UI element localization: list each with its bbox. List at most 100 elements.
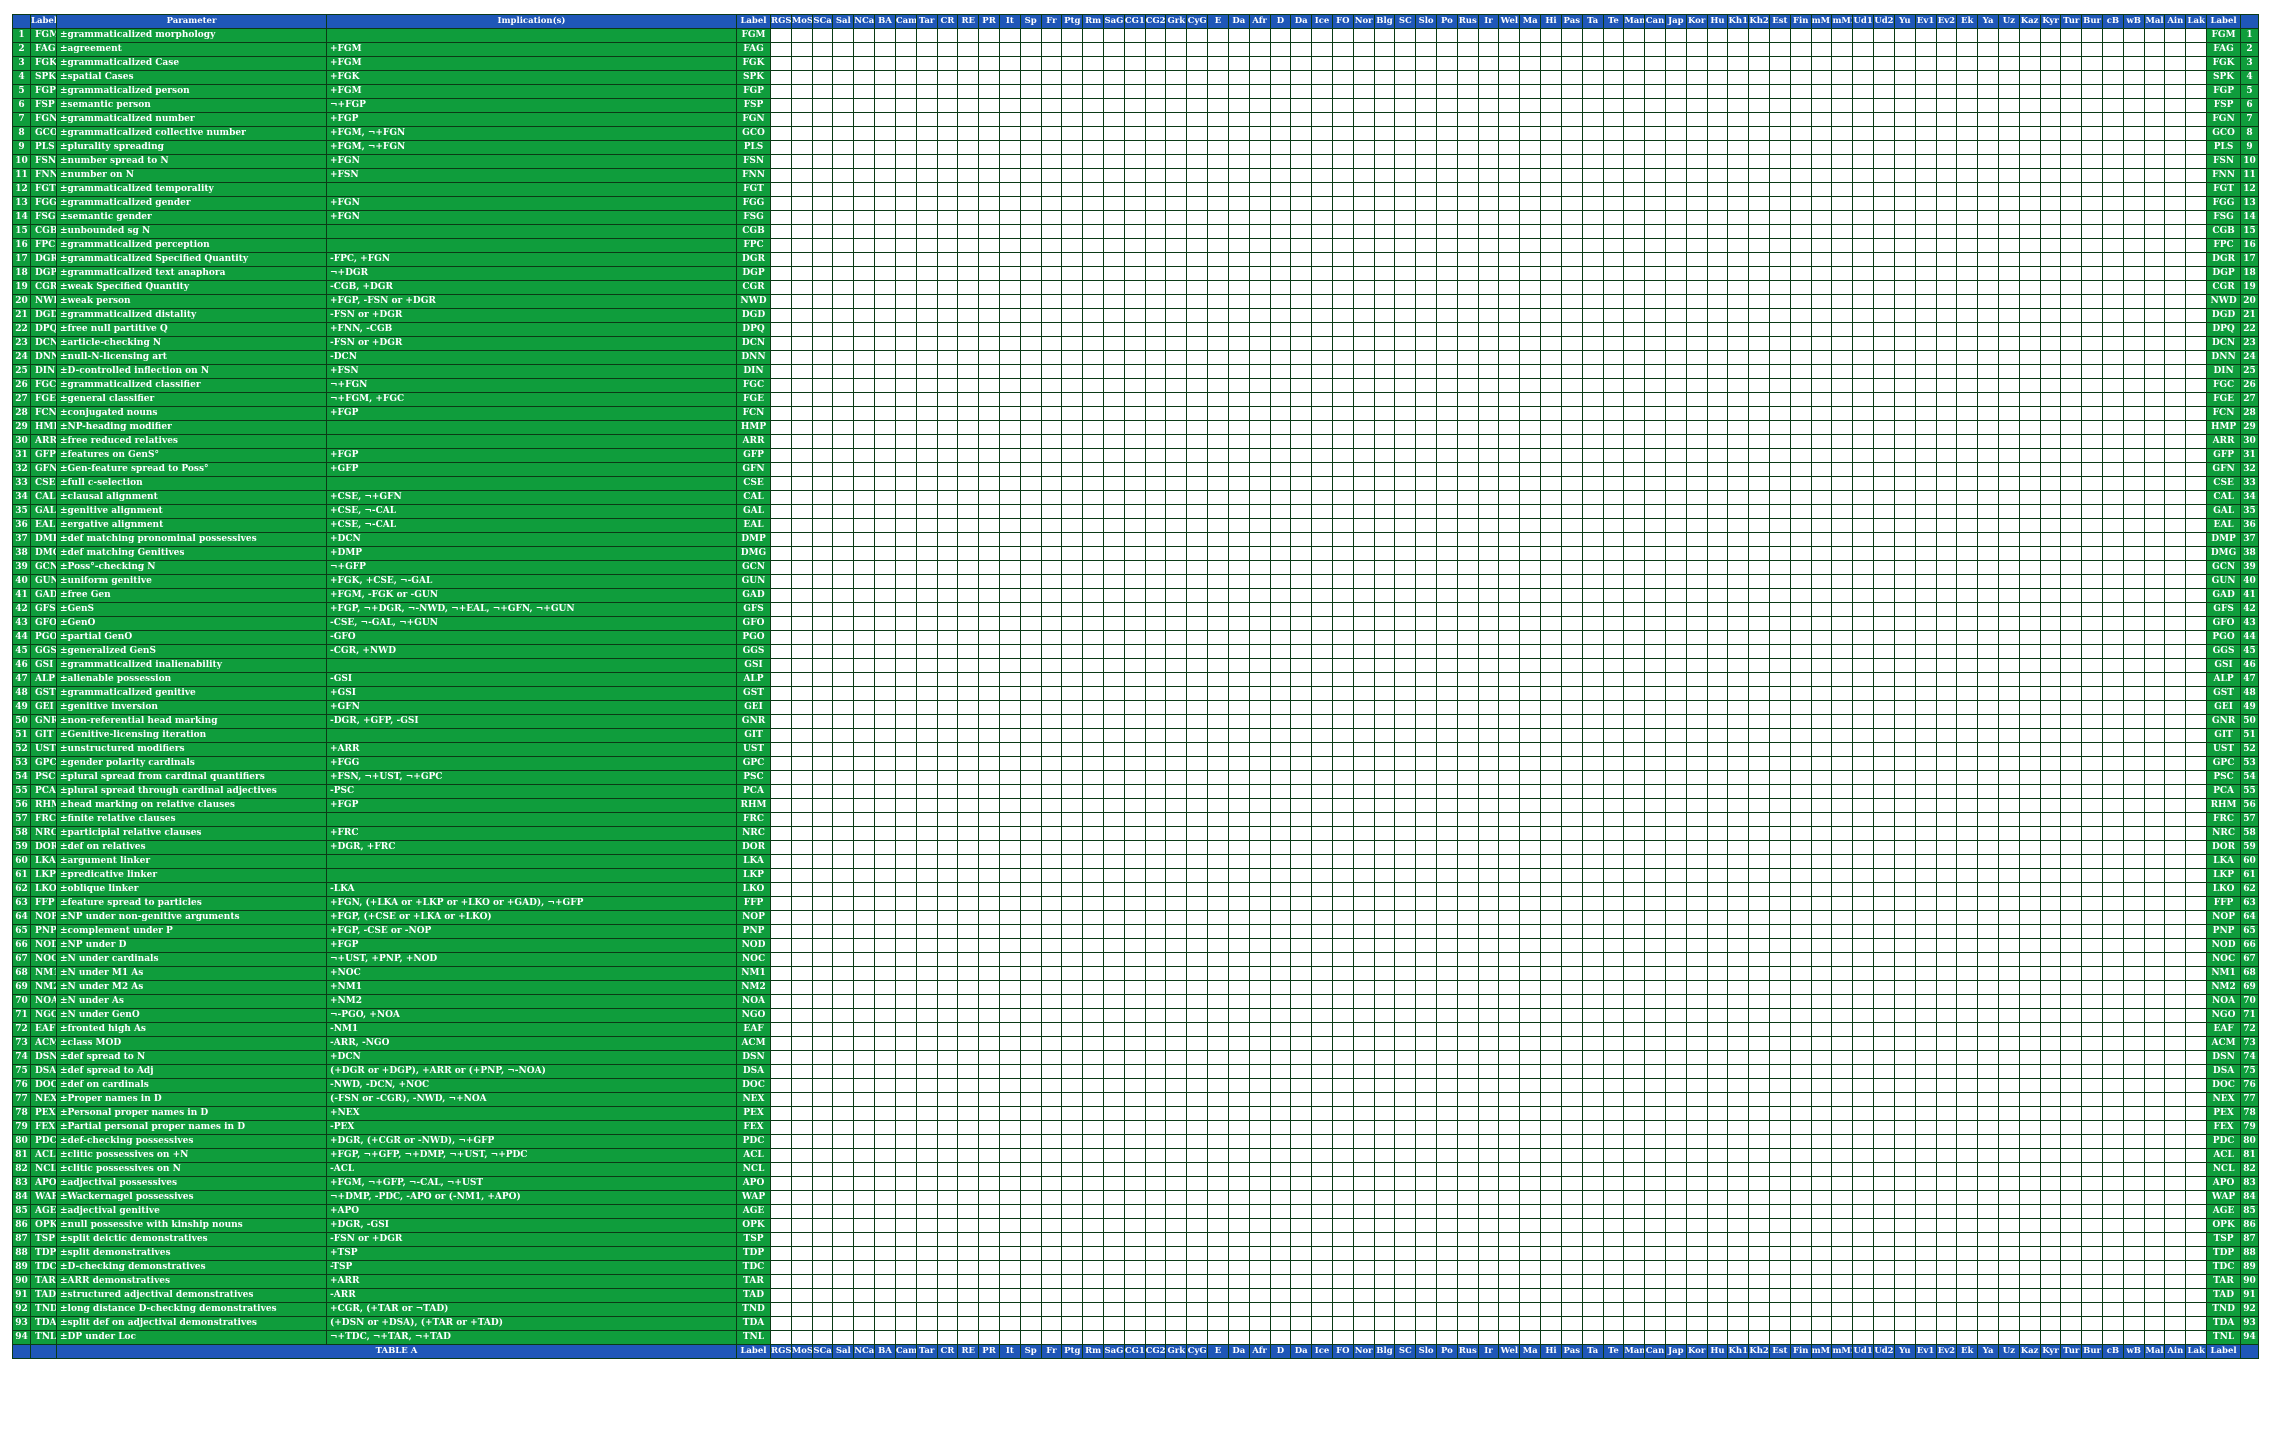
value-cell: [915, 154, 938, 169]
value-cell: [1207, 518, 1229, 533]
value-cell: [1789, 700, 1812, 715]
value-cell: [1040, 714, 1063, 729]
value-cell: [1956, 476, 1979, 491]
value-cell: [1602, 784, 1625, 799]
value-cell: [1186, 658, 1209, 673]
value-cell: [832, 756, 855, 771]
value-cell: [936, 154, 959, 169]
table-row: 2 FAG ±agreement +FGM FAG FAG 2: [12, 42, 2260, 57]
value-cell: [1352, 490, 1375, 505]
value-cell: [1311, 658, 1333, 673]
value-cell: [874, 238, 896, 253]
value-cell: [957, 42, 980, 57]
value-cell: [1352, 308, 1375, 323]
value-cell: [770, 686, 792, 701]
value-cell: [1810, 490, 1833, 505]
value-cell: [957, 476, 980, 491]
table-row: 15 CGB ±unbounded sg N CGB CGB 15: [12, 224, 2260, 239]
value-cell: [1269, 224, 1292, 239]
row-label-repeat-end: DGP: [2206, 266, 2242, 281]
value-cell: [1477, 140, 1500, 155]
value-cell: [1498, 588, 1521, 603]
value-cell: [1519, 28, 1542, 43]
value-cell: [2081, 560, 2103, 575]
value-cell: [770, 896, 792, 911]
value-cell: [790, 840, 813, 855]
value-cell: [1540, 56, 1562, 71]
value-cell: [1186, 532, 1209, 547]
value-cell: [790, 630, 813, 645]
value-cell: [1498, 224, 1521, 239]
value-cell: [1748, 644, 1770, 659]
value-cell: [1914, 504, 1937, 519]
value-cell: [1290, 714, 1313, 729]
value-cell: [1748, 476, 1770, 491]
value-cell: [998, 406, 1021, 421]
value-cell: [1019, 910, 1042, 925]
value-cell: [1914, 224, 1937, 239]
table-row: 39 GCN ±Poss°-checking N ¬+GFP GCN GCN 39: [12, 560, 2260, 575]
row-number-end: 27: [2240, 392, 2260, 407]
value-cell: [894, 266, 917, 281]
value-cell: [1873, 854, 1895, 869]
value-cell: [894, 756, 917, 771]
value-cell: [1165, 532, 1188, 547]
value-cell: [894, 672, 917, 687]
value-cell: [770, 210, 792, 225]
value-cell: [2143, 350, 2166, 365]
value-cell: [1498, 182, 1521, 197]
value-cell: [1415, 644, 1437, 659]
value-cell: [2060, 840, 2083, 855]
row-implications: +FSN, ¬+UST, ¬+GPC: [326, 770, 737, 785]
value-cell: [1644, 224, 1666, 239]
value-cell: [1935, 462, 1958, 477]
value-cell: [1269, 756, 1292, 771]
value-cell: [978, 546, 1000, 561]
value-cell: [1914, 868, 1937, 883]
value-cell: [1477, 322, 1500, 337]
value-cell: [1311, 308, 1333, 323]
value-cell: [1956, 490, 1979, 505]
value-cell: [1415, 560, 1437, 575]
value-cell: [1685, 154, 1708, 169]
value-cell: [1269, 910, 1292, 925]
value-cell: [1061, 714, 1084, 729]
value-cell: [832, 616, 855, 631]
row-implications: [326, 476, 737, 491]
value-cell: [1977, 210, 1999, 225]
value-cell: [1914, 420, 1937, 435]
value-cell: [1914, 84, 1937, 99]
value-cell: [1040, 238, 1063, 253]
value-cell: [2018, 826, 2041, 841]
value-cell: [1810, 854, 1833, 869]
value-cell: [1519, 112, 1542, 127]
value-cell: [1269, 392, 1292, 407]
value-cell: [770, 392, 792, 407]
value-cell: [1290, 112, 1313, 127]
value-cell: [998, 812, 1021, 827]
value-cell: [2122, 182, 2145, 197]
value-cell: [874, 140, 896, 155]
value-cell: [1935, 686, 1958, 701]
value-cell: [1997, 392, 2020, 407]
value-cell: [998, 252, 1021, 267]
value-cell: [998, 504, 1021, 519]
value-cell: [1498, 266, 1521, 281]
value-cell: [957, 490, 980, 505]
header-label-3: Label: [2206, 14, 2242, 29]
value-cell: [1810, 154, 1833, 169]
value-cell: [1977, 798, 1999, 813]
row-number-end: 16: [2240, 238, 2260, 253]
value-cell: [1227, 616, 1250, 631]
value-cell: [1061, 476, 1084, 491]
value-cell: [1186, 84, 1209, 99]
value-cell: [894, 364, 917, 379]
value-cell: [957, 658, 980, 673]
row-label: HMP: [30, 420, 57, 435]
value-cell: [1040, 616, 1063, 631]
value-cell: [853, 700, 876, 715]
header-language: Yu: [1893, 14, 1916, 29]
value-cell: [1831, 84, 1854, 99]
value-cell: [832, 308, 855, 323]
